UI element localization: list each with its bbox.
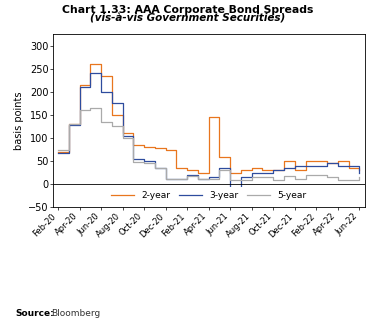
3-year	[174, 177, 179, 181]
5-year	[335, 178, 340, 181]
3-year	[206, 175, 211, 179]
Line: 3-year: 3-year	[58, 73, 359, 191]
3-year	[357, 171, 362, 175]
3-year	[153, 166, 157, 170]
5-year	[99, 120, 103, 124]
5-year	[303, 173, 308, 177]
5-year	[260, 175, 265, 179]
2-year	[314, 159, 318, 163]
2-year	[217, 155, 222, 158]
3-year	[335, 164, 340, 168]
5-year	[325, 175, 329, 179]
2-year	[185, 168, 190, 172]
3-year	[293, 164, 297, 168]
5-year	[56, 148, 60, 152]
3-year	[109, 101, 114, 105]
3-year	[67, 123, 71, 127]
3-year	[142, 159, 146, 163]
2-year	[56, 150, 60, 154]
2-year	[77, 83, 82, 87]
3-year	[164, 177, 168, 181]
2-year	[109, 113, 114, 117]
3-year	[99, 90, 103, 94]
5-year	[346, 178, 351, 181]
5-year	[271, 178, 276, 181]
3-year	[346, 164, 351, 168]
3-year	[131, 157, 136, 161]
3-year	[77, 85, 82, 89]
2-year	[67, 122, 71, 126]
2-year	[153, 146, 157, 150]
Y-axis label: basis points: basis points	[14, 91, 24, 150]
2-year	[249, 166, 254, 170]
2-year	[303, 159, 308, 163]
2-year	[271, 168, 276, 172]
5-year	[196, 177, 200, 181]
5-year	[67, 122, 71, 126]
2-year	[120, 132, 125, 135]
2-year	[260, 168, 265, 172]
5-year	[239, 178, 243, 181]
2-year	[357, 168, 362, 172]
2-year	[174, 166, 179, 170]
3-year	[196, 177, 200, 181]
3-year	[120, 134, 125, 138]
5-year	[120, 136, 125, 140]
2-year	[325, 161, 329, 165]
3-year	[260, 171, 265, 175]
3-year	[325, 161, 329, 165]
3-year	[239, 175, 243, 179]
Text: Bloomberg: Bloomberg	[51, 309, 100, 318]
5-year	[293, 177, 297, 181]
5-year	[153, 166, 157, 170]
5-year	[249, 175, 254, 179]
Line: 2-year: 2-year	[58, 64, 359, 173]
2-year	[142, 145, 146, 149]
5-year	[174, 177, 179, 181]
2-year	[131, 143, 136, 147]
5-year	[185, 174, 190, 178]
5-year	[164, 177, 168, 181]
3-year	[217, 166, 222, 170]
5-year	[228, 178, 232, 181]
5-year	[282, 174, 286, 178]
5-year	[314, 173, 318, 177]
3-year	[56, 151, 60, 155]
3-year	[303, 164, 308, 168]
3-year	[249, 171, 254, 175]
2-year	[293, 168, 297, 172]
5-year	[206, 177, 211, 181]
5-year	[88, 106, 92, 110]
2-year	[99, 74, 103, 77]
3-year	[228, 189, 232, 193]
5-year	[109, 124, 114, 128]
2-year	[346, 166, 351, 170]
3-year	[185, 173, 190, 177]
2-year	[196, 171, 200, 175]
2-year	[335, 159, 340, 163]
3-year	[88, 71, 92, 75]
3-year	[271, 168, 276, 172]
2-year	[228, 171, 232, 175]
Text: Source:: Source:	[15, 309, 54, 318]
2-year	[239, 168, 243, 172]
Legend: 2-year, 3-year, 5-year: 2-year, 3-year, 5-year	[107, 187, 311, 204]
2-year	[164, 148, 168, 152]
Text: (vis-à-vis Government Securities): (vis-à-vis Government Securities)	[90, 14, 286, 24]
5-year	[77, 108, 82, 112]
5-year	[357, 175, 362, 179]
Text: Chart 1.33: AAA Corporate Bond Spreads: Chart 1.33: AAA Corporate Bond Spreads	[62, 5, 314, 15]
2-year	[206, 115, 211, 119]
3-year	[314, 164, 318, 168]
5-year	[131, 160, 136, 164]
2-year	[282, 159, 286, 163]
5-year	[217, 168, 222, 172]
3-year	[282, 166, 286, 170]
5-year	[142, 161, 146, 165]
2-year	[88, 62, 92, 66]
Line: 5-year: 5-year	[58, 108, 359, 179]
